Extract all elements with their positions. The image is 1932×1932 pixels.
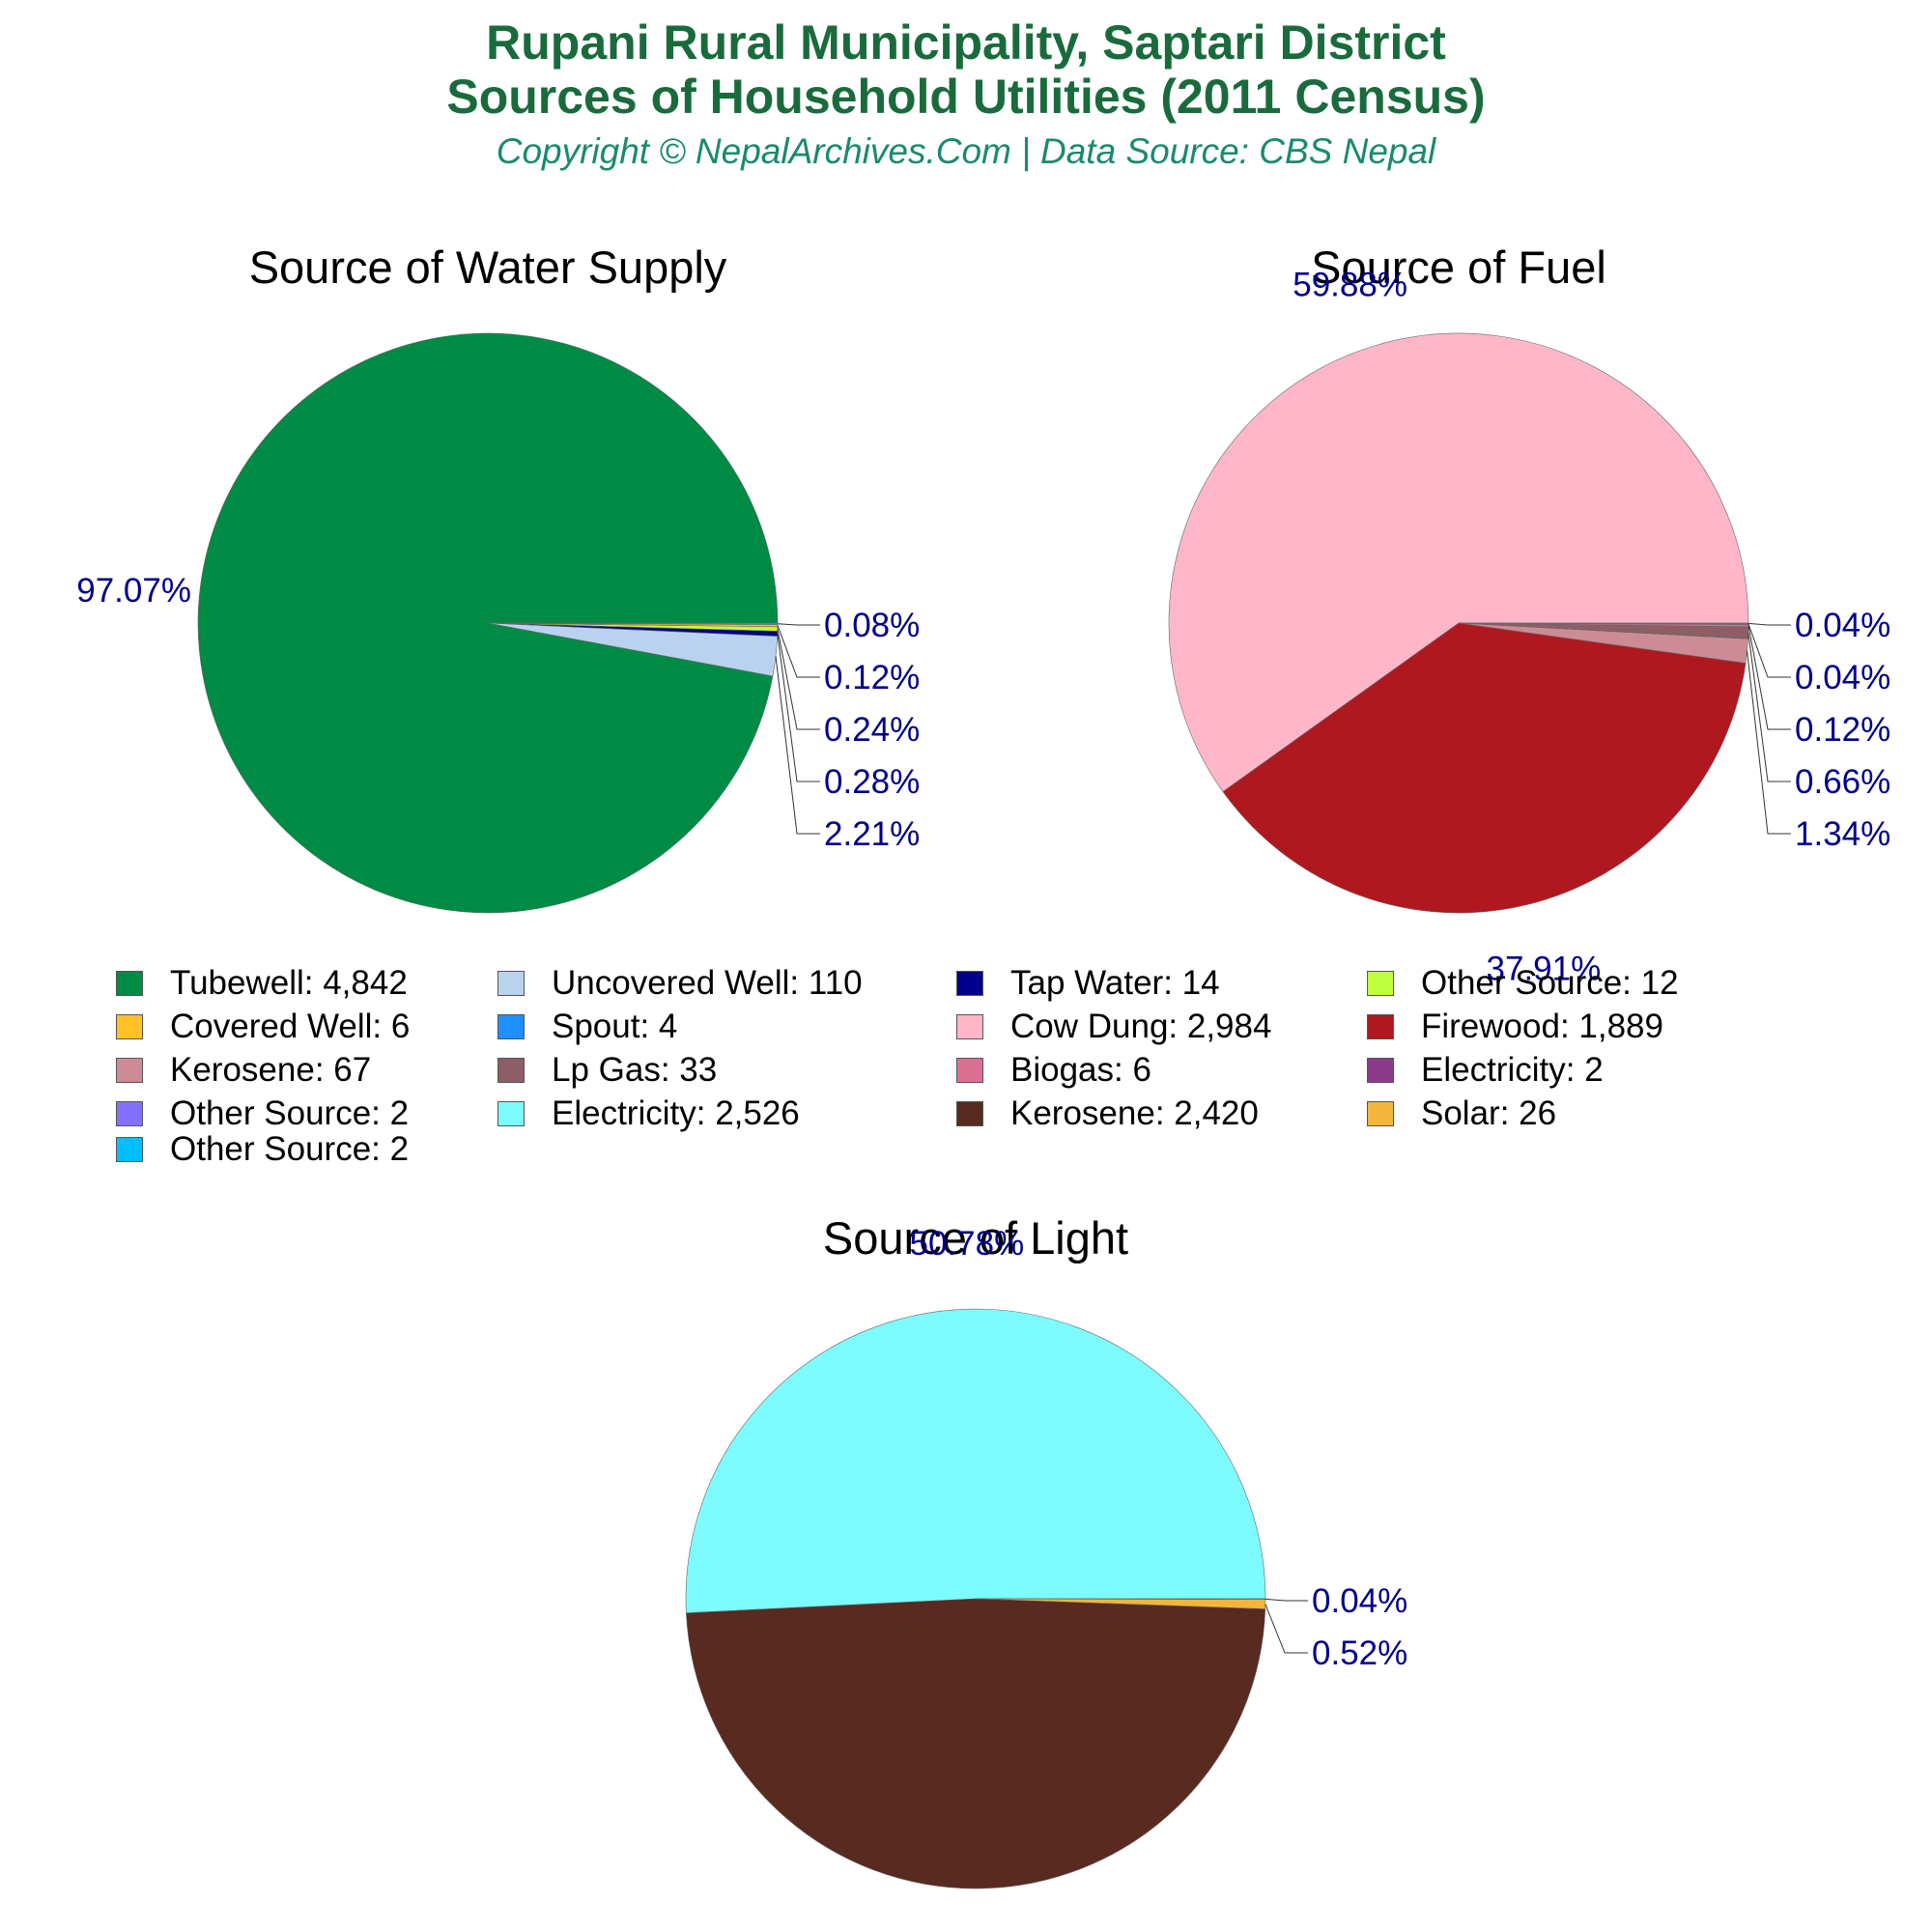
- legend-swatch: [956, 1014, 983, 1039]
- legend-label: Electricity: 2: [1421, 1051, 1604, 1089]
- pie-percent-label: 59.88%: [1293, 267, 1407, 304]
- legend-swatch: [1367, 1014, 1394, 1039]
- pie-slice-kerosene: [686, 1598, 1266, 1889]
- pie-percent-label: 50.78%: [910, 1225, 1025, 1263]
- legend-label: Other Source: 2: [170, 1130, 410, 1168]
- legend-swatch: [116, 1058, 143, 1083]
- legend-label: Tap Water: 14: [1010, 964, 1220, 1002]
- pie-percent-label: 0.12%: [824, 659, 920, 696]
- pie-slice-cow-dung: [1168, 332, 1749, 792]
- legend-label: Tubewell: 4,842: [170, 964, 408, 1002]
- legend-label: Electricity: 2,526: [552, 1094, 800, 1132]
- pie-percent-label: 0.12%: [1795, 711, 1890, 749]
- pie-title: Source of Water Supply: [249, 242, 727, 293]
- pie-percent-label: 0.04%: [1795, 607, 1890, 644]
- chart-title-line1: Rupani Rural Municipality, Saptari Distr…: [486, 15, 1446, 70]
- legend-swatch: [956, 1101, 983, 1126]
- pie-leader-line: [777, 625, 820, 678]
- legend-label: Cow Dung: 2,984: [1010, 1008, 1272, 1045]
- legend-swatch: [1367, 971, 1394, 996]
- legend-swatch: [116, 1101, 143, 1126]
- chart-title-line2: Sources of Household Utilities (2011 Cen…: [446, 70, 1486, 124]
- pie-leader-line: [1747, 623, 1791, 678]
- legend-swatch: [1367, 1058, 1394, 1083]
- pie-leader-line: [775, 656, 820, 835]
- chart-title: Rupani Rural Municipality, Saptari Distr…: [0, 15, 1932, 124]
- pie-percent-label: 97.07%: [76, 572, 191, 610]
- legend-label: Solar: 26: [1421, 1094, 1557, 1132]
- legend-label: Covered Well: 6: [170, 1008, 411, 1045]
- pie-title: Source of Light: [823, 1212, 1128, 1264]
- pie-leader-line: [1264, 1598, 1308, 1602]
- pie-percent-label: 0.04%: [1795, 659, 1890, 696]
- legend-swatch: [1367, 1101, 1394, 1126]
- pie-leader-line: [777, 623, 820, 626]
- pie-percent-label: 37.91%: [1487, 950, 1602, 987]
- pie-percent-label: 0.08%: [824, 607, 920, 644]
- legend-swatch: [116, 1137, 143, 1162]
- legend-label: Kerosene: 2,420: [1010, 1094, 1259, 1132]
- pie-leader-line: [1747, 622, 1791, 626]
- legend-swatch: [116, 971, 143, 996]
- pie-leader-line: [1264, 1604, 1308, 1654]
- pie-percent-label: 0.24%: [824, 711, 920, 749]
- legend-label: Firewood: 1,889: [1421, 1008, 1663, 1045]
- pie-percent-label: 0.66%: [1795, 763, 1890, 801]
- pie-leader-line: [1747, 632, 1791, 782]
- legend-label: Other Source: 2: [170, 1094, 410, 1132]
- legend-label: Other Source: 12: [1421, 964, 1679, 1002]
- legend-swatch: [497, 1014, 525, 1039]
- pie-percent-label: 0.52%: [1312, 1634, 1407, 1672]
- pie-leader-line: [1747, 650, 1791, 835]
- pie-leader-line: [1747, 625, 1791, 730]
- pie-slice-spout: [487, 622, 779, 625]
- legend-swatch: [497, 971, 525, 996]
- pie-slice-electricity: [685, 1308, 1266, 1614]
- pie-percent-label: 1.34%: [1795, 815, 1890, 853]
- pie-source-of-water-supply: Source of Water Supply 97.07% 2.21% 0.28% 0.…: [76, 242, 920, 914]
- pie-percent-label: 0.28%: [824, 763, 920, 801]
- pie-title: Source of Fuel: [1311, 242, 1606, 293]
- pie-percent-label: 2.21%: [824, 815, 920, 853]
- legend-label: Biogas: 6: [1010, 1051, 1151, 1089]
- legend-label: Kerosene: 67: [170, 1051, 372, 1089]
- legend-label: Spout: 4: [552, 1008, 678, 1045]
- legend-swatch: [497, 1101, 525, 1126]
- legend-label: Uncovered Well: 110: [552, 964, 863, 1002]
- legend-swatch: [116, 1014, 143, 1039]
- legend-swatch: [956, 1058, 983, 1083]
- chart-subtitle: Copyright © NepalArchives.Com | Data Sou…: [496, 131, 1436, 171]
- pie-percent-label: 0.04%: [1312, 1582, 1407, 1620]
- pie-leader-line: [777, 633, 820, 782]
- pie-slice-firewood: [1222, 622, 1747, 914]
- pie-leader-line: [777, 628, 820, 730]
- legend-swatch: [956, 971, 983, 996]
- legend-label: Lp Gas: 33: [552, 1051, 718, 1089]
- legend-swatch: [497, 1058, 525, 1083]
- pie-slice-tubewell: [197, 332, 779, 914]
